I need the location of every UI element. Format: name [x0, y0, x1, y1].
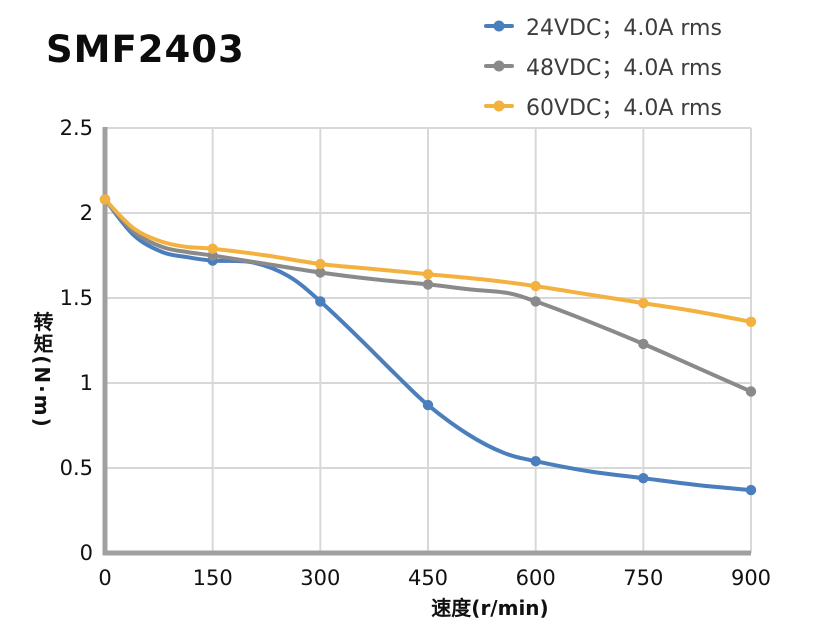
x-tick-label: 750: [623, 566, 663, 590]
y-tick-label: 0: [80, 541, 93, 565]
legend-marker-dot-icon: [493, 20, 505, 32]
y-axis-label: 转矩(N·m): [30, 311, 54, 429]
series-marker-60vdc: [207, 243, 218, 254]
series-marker-60vdc: [638, 297, 649, 309]
series-line-24vdc: [103, 197, 753, 493]
series-marker-60vdc: [745, 316, 757, 327]
x-tick-label: 0: [98, 566, 111, 590]
legend-marker-dot-icon: [493, 60, 505, 72]
series-marker-24vdc: [745, 484, 757, 496]
y-tick-label: 1: [80, 371, 93, 395]
series-marker-48vdc: [638, 338, 649, 350]
legend-item-label: 60VDC；4.0A rms: [526, 96, 722, 121]
series-marker-24vdc: [422, 399, 434, 411]
y-tick-label: 1.5: [60, 286, 93, 310]
y-tick-label: 0.5: [60, 456, 93, 480]
series-marker-24vdc: [638, 473, 649, 484]
series-marker-60vdc: [530, 280, 541, 292]
chart-title: SMF2403: [46, 28, 245, 71]
legend-marker-line-24vdc: [484, 20, 514, 32]
series-line-48vdc: [103, 197, 753, 394]
series-marker-48vdc: [422, 279, 434, 290]
legend-item-24vdc: 24VDC；4.0A rms: [484, 6, 824, 46]
legend-item-60vdc: 60VDC；4.0A rms: [484, 86, 824, 126]
legend-marker-dot-icon: [493, 100, 505, 112]
series-line-60vdc: [103, 197, 753, 324]
series-marker-60vdc: [315, 258, 326, 270]
x-tick-label: 900: [731, 566, 771, 590]
legend-item-label: 24VDC；4.0A rms: [526, 16, 722, 41]
x-tick-label: 450: [408, 566, 448, 590]
series-marker-60vdc: [99, 194, 111, 205]
x-axis-label: 速度(r/min): [431, 596, 549, 620]
legend-marker-line-48vdc: [484, 60, 514, 72]
x-tick-label: 600: [516, 566, 556, 590]
series-marker-24vdc: [315, 296, 326, 307]
legend-marker-line-60vdc: [484, 100, 514, 112]
x-tick-label: 300: [300, 566, 340, 590]
x-tick-label: 150: [193, 566, 233, 590]
legend: 24VDC；4.0A rms 48VDC；4.0A rms 60VDC；4.0A…: [484, 6, 824, 126]
series-marker-48vdc: [315, 267, 326, 278]
legend-item-label: 48VDC；4.0A rms: [526, 56, 722, 81]
series-marker-24vdc: [530, 456, 541, 467]
series-marker-60vdc: [422, 269, 434, 280]
series-marker-48vdc: [530, 296, 541, 307]
y-tick-label: 2.5: [60, 116, 93, 140]
legend-item-48vdc: 48VDC；4.0A rms: [484, 46, 824, 86]
y-tick-label: 2: [80, 201, 93, 225]
series-marker-48vdc: [745, 386, 757, 397]
